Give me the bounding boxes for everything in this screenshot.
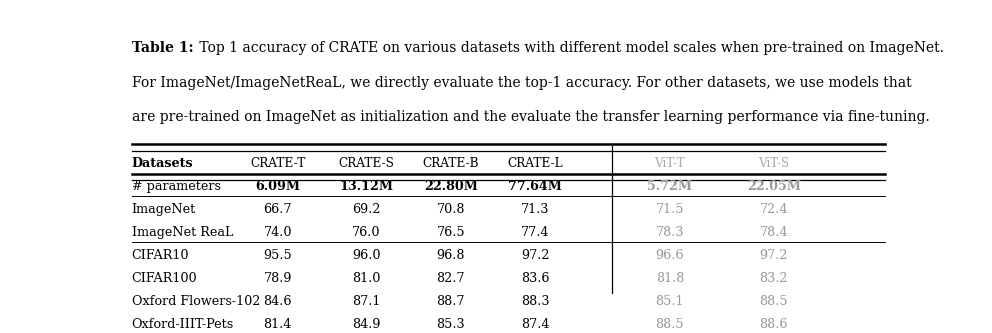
Text: 84.9: 84.9 <box>352 318 380 331</box>
Text: 87.1: 87.1 <box>352 295 380 308</box>
Text: Datasets: Datasets <box>132 157 193 169</box>
Text: 81.4: 81.4 <box>264 318 292 331</box>
Text: 69.2: 69.2 <box>352 203 380 216</box>
Text: ViT-S: ViT-S <box>758 157 790 169</box>
Text: 88.5: 88.5 <box>656 318 684 331</box>
Text: Oxford-IIIT-Pets: Oxford-IIIT-Pets <box>132 318 234 331</box>
Text: CRATE-S: CRATE-S <box>338 157 394 169</box>
Text: are pre-trained on ImageNet as initialization and the evaluate the transfer lear: are pre-trained on ImageNet as initializ… <box>132 111 930 125</box>
Text: 6.09M: 6.09M <box>255 180 301 193</box>
Text: ImageNet: ImageNet <box>132 203 196 216</box>
Text: 5.72M: 5.72M <box>648 180 692 193</box>
Text: 66.7: 66.7 <box>264 203 292 216</box>
Text: 74.0: 74.0 <box>264 226 292 239</box>
Text: 22.80M: 22.80M <box>424 180 478 193</box>
Text: 78.3: 78.3 <box>656 226 684 239</box>
Text: 71.5: 71.5 <box>656 203 684 216</box>
Text: 88.3: 88.3 <box>521 295 550 308</box>
Text: 77.64M: 77.64M <box>508 180 562 193</box>
Text: ViT-T: ViT-T <box>655 157 685 169</box>
Text: 96.0: 96.0 <box>352 249 380 262</box>
Text: 85.3: 85.3 <box>436 318 465 331</box>
Text: 87.4: 87.4 <box>521 318 550 331</box>
Text: 81.8: 81.8 <box>656 272 684 285</box>
Text: 22.05M: 22.05M <box>747 180 801 193</box>
Text: 96.8: 96.8 <box>436 249 465 262</box>
Text: 78.4: 78.4 <box>760 226 788 239</box>
Text: 81.0: 81.0 <box>352 272 380 285</box>
Text: 76.5: 76.5 <box>436 226 465 239</box>
Text: 83.2: 83.2 <box>760 272 788 285</box>
Text: Oxford Flowers-102: Oxford Flowers-102 <box>132 295 260 308</box>
Text: 77.4: 77.4 <box>521 226 550 239</box>
Text: CRATE-B: CRATE-B <box>423 157 479 169</box>
Text: ImageNet ReaL: ImageNet ReaL <box>132 226 233 239</box>
Text: 88.6: 88.6 <box>760 318 788 331</box>
Text: 76.0: 76.0 <box>352 226 380 239</box>
Text: 85.1: 85.1 <box>656 295 684 308</box>
Text: 95.5: 95.5 <box>264 249 292 262</box>
Text: 97.2: 97.2 <box>521 249 550 262</box>
Text: Table 1:: Table 1: <box>132 41 193 55</box>
Text: For ImageNet/ImageNetReaL, we directly evaluate the top-1 accuracy. For other da: For ImageNet/ImageNetReaL, we directly e… <box>132 76 912 90</box>
Text: 78.9: 78.9 <box>264 272 292 285</box>
Text: 83.6: 83.6 <box>521 272 550 285</box>
Text: 88.5: 88.5 <box>759 295 788 308</box>
Text: 72.4: 72.4 <box>760 203 788 216</box>
Text: CIFAR10: CIFAR10 <box>132 249 189 262</box>
Text: # parameters: # parameters <box>132 180 220 193</box>
Text: 82.7: 82.7 <box>436 272 465 285</box>
Text: CRATE-T: CRATE-T <box>250 157 306 169</box>
Text: 84.6: 84.6 <box>264 295 292 308</box>
Text: 88.7: 88.7 <box>436 295 465 308</box>
Text: 97.2: 97.2 <box>760 249 788 262</box>
Text: 13.12M: 13.12M <box>339 180 393 193</box>
Text: Top 1 accuracy of CRATE on various datasets with different model scales when pre: Top 1 accuracy of CRATE on various datas… <box>194 41 943 55</box>
Text: CIFAR100: CIFAR100 <box>132 272 197 285</box>
Text: CRATE-L: CRATE-L <box>508 157 563 169</box>
Text: 70.8: 70.8 <box>436 203 465 216</box>
Text: 71.3: 71.3 <box>521 203 550 216</box>
Text: 96.6: 96.6 <box>656 249 684 262</box>
